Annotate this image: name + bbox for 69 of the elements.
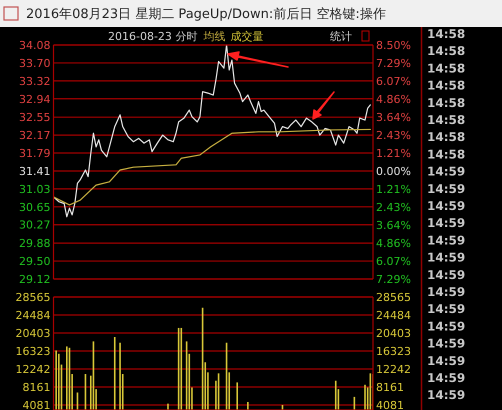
y2-tick-label: 7.29% [376,56,411,70]
y-tick-label: 31.03 [19,182,50,196]
text: 14:59 [427,164,466,179]
y-tick-label: 12242 [16,362,50,376]
y2-tick-label: 24484 [376,308,411,322]
y2-tick-label: 6.07% [376,254,411,268]
text: 14:59 [427,199,466,213]
y2-tick-label: 4.86% [376,236,411,250]
y-tick-label: 31.41 [19,164,50,178]
text: 14:59 [427,250,466,265]
y-tick-label: 4081 [22,398,50,410]
y-tick-label: 20403 [16,326,50,340]
y2-tick-label: 2.43% [376,128,411,142]
text: 14:58 [427,130,466,144]
y2-tick-label: 20403 [376,326,411,340]
text: 14:59 [427,268,466,282]
y2-tick-label: 1.21% [376,147,411,160]
text: 均线 [202,30,226,43]
y2-tick-label: 16323 [376,344,411,358]
text: 14:59 [427,336,466,351]
y2-tick-label: 8161 [376,380,404,394]
y-tick-label: 33.70 [19,56,50,70]
y-tick-label: 31.79 [19,147,50,160]
text: 14:59 [427,371,466,385]
text: 14:58 [427,27,466,41]
text: 14:59 [427,388,466,402]
y-tick-label: 30.65 [19,200,50,214]
text: 14:59 [427,182,466,196]
y-tick-label: 28565 [16,291,50,304]
y-tick-label: 32.94 [19,92,50,106]
text: 14:58 [427,44,466,58]
y-tick-label: 16323 [16,344,50,358]
chart-title: 2016年08月23日 星期二 PageUp/Down:前后日 空格键:操作 [26,7,386,22]
text: 14:59 [427,285,466,299]
y-tick-label: 29.12 [19,273,50,286]
y2-tick-label: 28565 [376,291,411,304]
text: 14:58 [427,147,466,162]
y2-tick-label: 8.50% [376,39,411,52]
text: 14:58 [427,61,466,76]
text: 14:59 [427,302,466,316]
y-tick-label: 32.17 [19,129,50,142]
y2-tick-label: 12242 [376,362,411,376]
text: 统计 [330,30,352,43]
y2-tick-label: 0.00% [376,164,411,178]
y-tick-label: 32.55 [19,111,50,124]
text: 14:59 [427,354,466,368]
chart-subtitle: 2016-08-23 分时 [108,30,198,43]
y-tick-label: 33.32 [19,74,50,88]
y-tick-label: 24484 [16,308,50,322]
y2-tick-label: 4.86% [376,92,411,106]
text: 14:58 [427,113,466,127]
y-tick-label: 8161 [22,380,50,394]
y2-tick-label: 3.64% [376,218,411,232]
y2-tick-label: 7.29% [376,273,411,286]
text: 14:59 [427,216,466,230]
text: 成交量 [230,30,264,43]
text: 14:58 [427,96,466,110]
text: 14:59 [427,319,466,334]
text: 14:59 [427,233,466,248]
y2-tick-label: 6.07% [376,75,411,88]
y-tick-label: 30.27 [19,218,50,232]
y-tick-label: 29.50 [19,255,50,268]
y2-tick-label: 1.21% [376,182,411,196]
y-tick-label: 29.88 [19,237,50,250]
y-tick-label: 34.08 [19,39,50,52]
y2-tick-label: 4081 [376,398,404,410]
y2-tick-label: 2.43% [376,200,411,214]
text: 14:58 [427,78,466,93]
y2-tick-label: 3.64% [376,111,411,124]
